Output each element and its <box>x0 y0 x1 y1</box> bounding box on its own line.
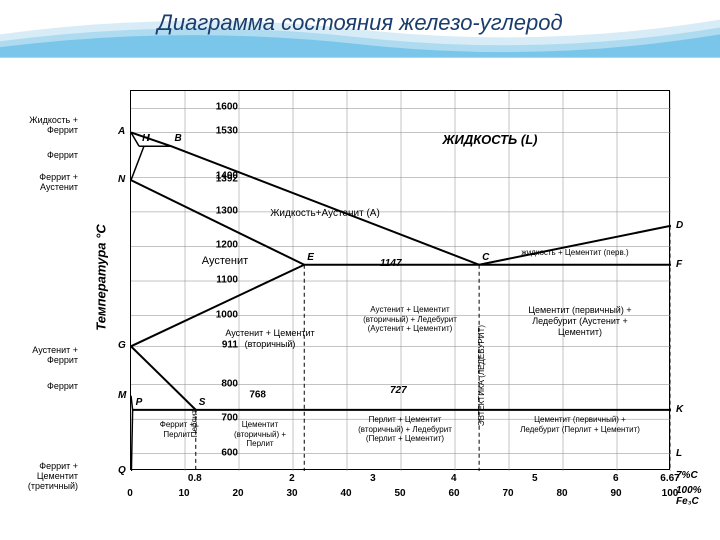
x-tick-carbon: 0.8 <box>188 473 202 484</box>
vertical-label: Перлит <box>190 410 199 437</box>
diagram-point: P <box>136 397 143 408</box>
region-label: Аустенит + Цементит (вторичный) + Ледебу… <box>355 305 465 334</box>
slide-title: Диаграмма состояния железо-углерод <box>0 10 720 36</box>
y-tick: 1300 <box>216 205 238 216</box>
diagram-point: M <box>118 390 126 401</box>
diagram-point: D <box>676 220 683 231</box>
slide-header: Диаграмма состояния железо-углерод <box>0 0 720 58</box>
diagram-point: A <box>118 126 125 137</box>
x-tick-carbon: 3 <box>370 473 376 484</box>
y-tick: 1530 <box>216 126 238 137</box>
diagram-point: F <box>676 259 682 270</box>
x-tick-carbon: 4 <box>451 473 457 484</box>
phase-label-left: Жидкость + Феррит <box>0 115 78 135</box>
temp-marker: 727 <box>390 385 407 396</box>
temp-marker: 1147 <box>380 258 402 269</box>
phase-label-left: Феррит <box>0 381 78 391</box>
x-tick-fe3c: 50 <box>394 488 405 499</box>
diagram-point: C <box>482 252 489 263</box>
diagram-point: K <box>676 404 683 415</box>
region-label: жидкость + Цементит (перв.) <box>515 248 635 258</box>
x-tick-fe3c: 60 <box>448 488 459 499</box>
y-tick: 600 <box>221 447 238 458</box>
region-label: Цементит (первичный) + Ледебурит (Аустен… <box>520 305 640 337</box>
region-label: Аустенит + Цементит (вторичный) <box>225 328 315 350</box>
region-label: Жидкость+Аустенит (А) <box>265 208 385 220</box>
diagram-point: I <box>147 133 150 144</box>
region-label: Аустенит <box>165 255 285 268</box>
x-axis-carbon-label: 7%C <box>676 470 698 481</box>
plot-area <box>130 90 670 470</box>
region-label: Перлит + Цементит (вторичный) + Ледебури… <box>345 415 465 444</box>
y-tick: 800 <box>221 378 238 389</box>
diagram-point: N <box>118 174 125 185</box>
diagram-point: B <box>174 133 181 144</box>
x-tick-fe3c: 20 <box>232 488 243 499</box>
x-tick-carbon: 5 <box>532 473 538 484</box>
vertical-label: ЭВТЕКТИКА (ЛЕДЕБУРИТ) <box>477 325 486 426</box>
y-tick: 1100 <box>216 275 238 286</box>
x-tick-fe3c: 40 <box>340 488 351 499</box>
y-tick: 1400 <box>216 171 238 182</box>
x-tick-fe3c: 30 <box>286 488 297 499</box>
diagram-point: Q <box>118 465 126 476</box>
diagram-point: G <box>118 340 126 351</box>
x-tick-fe3c: 80 <box>556 488 567 499</box>
phase-label-left: Феррит + Аустенит <box>0 172 78 192</box>
phase-label-left: Феррит + Цементит (третичный) <box>0 461 78 491</box>
diagram-point: E <box>307 252 314 263</box>
x-tick-fe3c: 90 <box>610 488 621 499</box>
x-tick-fe3c: 0 <box>127 488 133 499</box>
x-tick-carbon: 2 <box>289 473 295 484</box>
x-tick-fe3c: 70 <box>502 488 513 499</box>
phase-diagram: Температура °C 6007008009111000110012001… <box>20 90 700 520</box>
x-tick-carbon: 6 <box>613 473 619 484</box>
y-tick: 1000 <box>216 309 238 320</box>
phase-label-left: Аустенит + Феррит <box>0 345 78 365</box>
x-axis-fe3c-label: 100% Fe₃C <box>676 485 702 507</box>
y-tick: 1200 <box>216 240 238 251</box>
diagram-point: L <box>676 448 682 459</box>
y-axis-label: Температура °C <box>94 224 109 330</box>
y-tick: 768 <box>249 389 266 400</box>
y-tick: 1600 <box>216 102 238 113</box>
phase-label-left: Феррит <box>0 150 78 160</box>
region-label: Цементит (вторичный) + Перлит <box>220 420 300 449</box>
x-tick-fe3c: 10 <box>178 488 189 499</box>
region-label: ЖИДКОСТЬ (L) <box>430 132 550 148</box>
region-label: Цементит (первичный) + Ледебурит (Перлит… <box>520 415 640 434</box>
plot-svg <box>131 91 671 471</box>
diagram-point: S <box>199 397 206 408</box>
